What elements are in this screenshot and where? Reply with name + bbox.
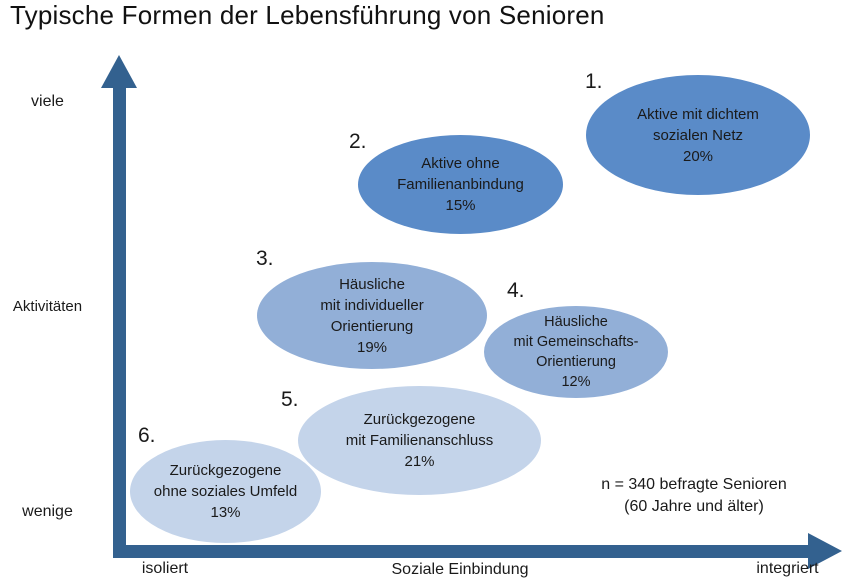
sample-size-note: n = 340 befragte Senioren (60 Jahre und … (568, 474, 820, 518)
chart-title: Typische Formen der Lebensführung von Se… (10, 0, 605, 30)
y-axis-title: Aktivitäten (12, 298, 83, 315)
y-axis-top-label: viele (31, 93, 64, 110)
x-axis-line (113, 545, 810, 558)
bubble-2-number: 2. (349, 130, 367, 153)
bubble-6-number: 6. (138, 424, 156, 447)
x-axis-left-label: isoliert (141, 560, 189, 577)
sample-size-note-line1: n = 340 befragte Senioren (601, 476, 787, 493)
bubble-5-zurueckgezogene-familienanschluss: Zurückgezogene mit Familienanschluss 21% (298, 386, 541, 495)
bubble-5-percent: 21% (404, 453, 435, 470)
bubble-3-percent: 19% (356, 338, 388, 356)
bubble-4-number: 4. (507, 279, 525, 302)
y-axis-arrow-icon (101, 55, 137, 88)
bubble-6-percent: 13% (210, 504, 241, 521)
x-axis-arrow-icon (808, 533, 842, 569)
bubble-3-haeusliche-individuell: Häusliche mit individueller Orientierung… (257, 262, 487, 369)
bubble-2-percent: 15% (445, 197, 476, 214)
bubble-1-label: Aktive mit dichtem sozialen Netz (637, 105, 759, 144)
x-axis-title: Soziale Einbindung (391, 561, 529, 578)
bubble-4-label: Häusliche mit Gemeinschafts- Orientierun… (513, 314, 639, 370)
bubble-5-label: Zurückgezogene mit Familienanschluss (345, 411, 494, 449)
bubble-4-haeusliche-gemeinschaft: Häusliche mit Gemeinschafts- Orientierun… (484, 306, 668, 398)
bubble-3-number: 3. (256, 247, 274, 270)
bubble-1-aktive-dichtes-netz: Aktive mit dichtem sozialen Netz 20% (586, 75, 810, 195)
bubble-6-zurueckgezogene-ohne-umfeld: Zurückgezogene ohne soziales Umfeld 13% (130, 440, 321, 543)
x-axis-right-label: integriert (756, 560, 819, 577)
bubble-1-percent: 20% (682, 147, 714, 165)
y-axis-line (113, 82, 126, 558)
bubble-3-label: Häusliche mit individueller Orientierung (320, 275, 424, 335)
bubble-2-aktive-ohne-familienanbindung: Aktive ohne Familienanbindung 15% (358, 135, 563, 234)
y-axis-bottom-label: wenige (22, 503, 73, 520)
bubble-2-label: Aktive ohne Familienanbindung (397, 155, 524, 193)
bubble-1-number: 1. (585, 70, 603, 93)
bubble-5-number: 5. (281, 388, 299, 411)
sample-size-note-line2: (60 Jahre und älter) (624, 498, 764, 515)
bubble-6-label: Zurückgezogene ohne soziales Umfeld (153, 462, 298, 500)
bubble-4-percent: 12% (561, 374, 591, 390)
